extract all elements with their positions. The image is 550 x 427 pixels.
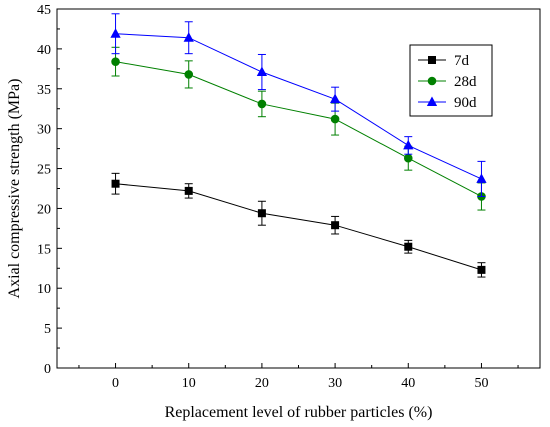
y-tick-label: 45 xyxy=(37,3,51,18)
series-layer xyxy=(110,13,487,278)
data-point xyxy=(256,66,268,77)
data-point xyxy=(184,186,193,195)
x-tick-label: 20 xyxy=(255,376,269,391)
data-point xyxy=(403,153,413,163)
y-tick-label: 10 xyxy=(37,282,51,297)
x-tick-label: 40 xyxy=(401,376,415,391)
data-point xyxy=(184,70,194,79)
y-tick-label: 35 xyxy=(37,83,51,98)
legend-marker xyxy=(428,56,436,64)
legend-item: 28d xyxy=(418,74,477,90)
y-tick-label: 5 xyxy=(44,322,51,337)
y-axis: 0 5 10 15 20 25 30 35 40 45 xyxy=(37,3,62,377)
data-point xyxy=(111,179,120,188)
legend-label: 90d xyxy=(454,95,477,111)
series-line xyxy=(115,183,482,271)
y-tick-label: 15 xyxy=(37,242,51,257)
series-7d xyxy=(111,172,486,278)
legend: 7d 28d 90d xyxy=(409,44,493,117)
y-tick-label: 40 xyxy=(37,43,51,58)
data-point xyxy=(403,139,414,150)
data-point xyxy=(477,265,486,274)
legend-item: 90d xyxy=(418,95,477,111)
data-point xyxy=(404,242,413,251)
legend-label: 28d xyxy=(454,74,477,90)
data-point xyxy=(110,28,121,38)
x-tick-label: 50 xyxy=(474,376,488,391)
data-point xyxy=(111,57,120,66)
x-axis-label: Replacement level of rubber particles (%… xyxy=(165,404,433,421)
x-tick-label: 30 xyxy=(328,376,342,391)
series-line xyxy=(115,33,482,180)
data-point xyxy=(331,221,340,230)
series-line xyxy=(115,61,482,197)
legend-marker xyxy=(426,96,438,106)
x-tick-label: 0 xyxy=(112,376,119,391)
data-point xyxy=(330,114,340,124)
series-90d xyxy=(110,13,487,197)
y-tick-label: 20 xyxy=(37,202,51,217)
data-point xyxy=(476,173,487,183)
data-point xyxy=(183,32,194,42)
y-axis-label: Axial compressive strength (MPa) xyxy=(6,79,23,299)
x-tick-label: 10 xyxy=(182,376,196,391)
data-point xyxy=(257,209,266,218)
legend-label: 7d xyxy=(454,53,470,69)
y-tick-label: 0 xyxy=(44,362,51,377)
y-tick-label: 25 xyxy=(37,163,51,178)
legend-marker xyxy=(427,76,437,86)
y-tick-label: 30 xyxy=(37,123,51,138)
data-point xyxy=(257,99,267,109)
data-point xyxy=(329,93,341,104)
x-axis: 0 10 20 30 40 50 xyxy=(78,363,519,391)
legend-item: 7d xyxy=(418,53,470,69)
